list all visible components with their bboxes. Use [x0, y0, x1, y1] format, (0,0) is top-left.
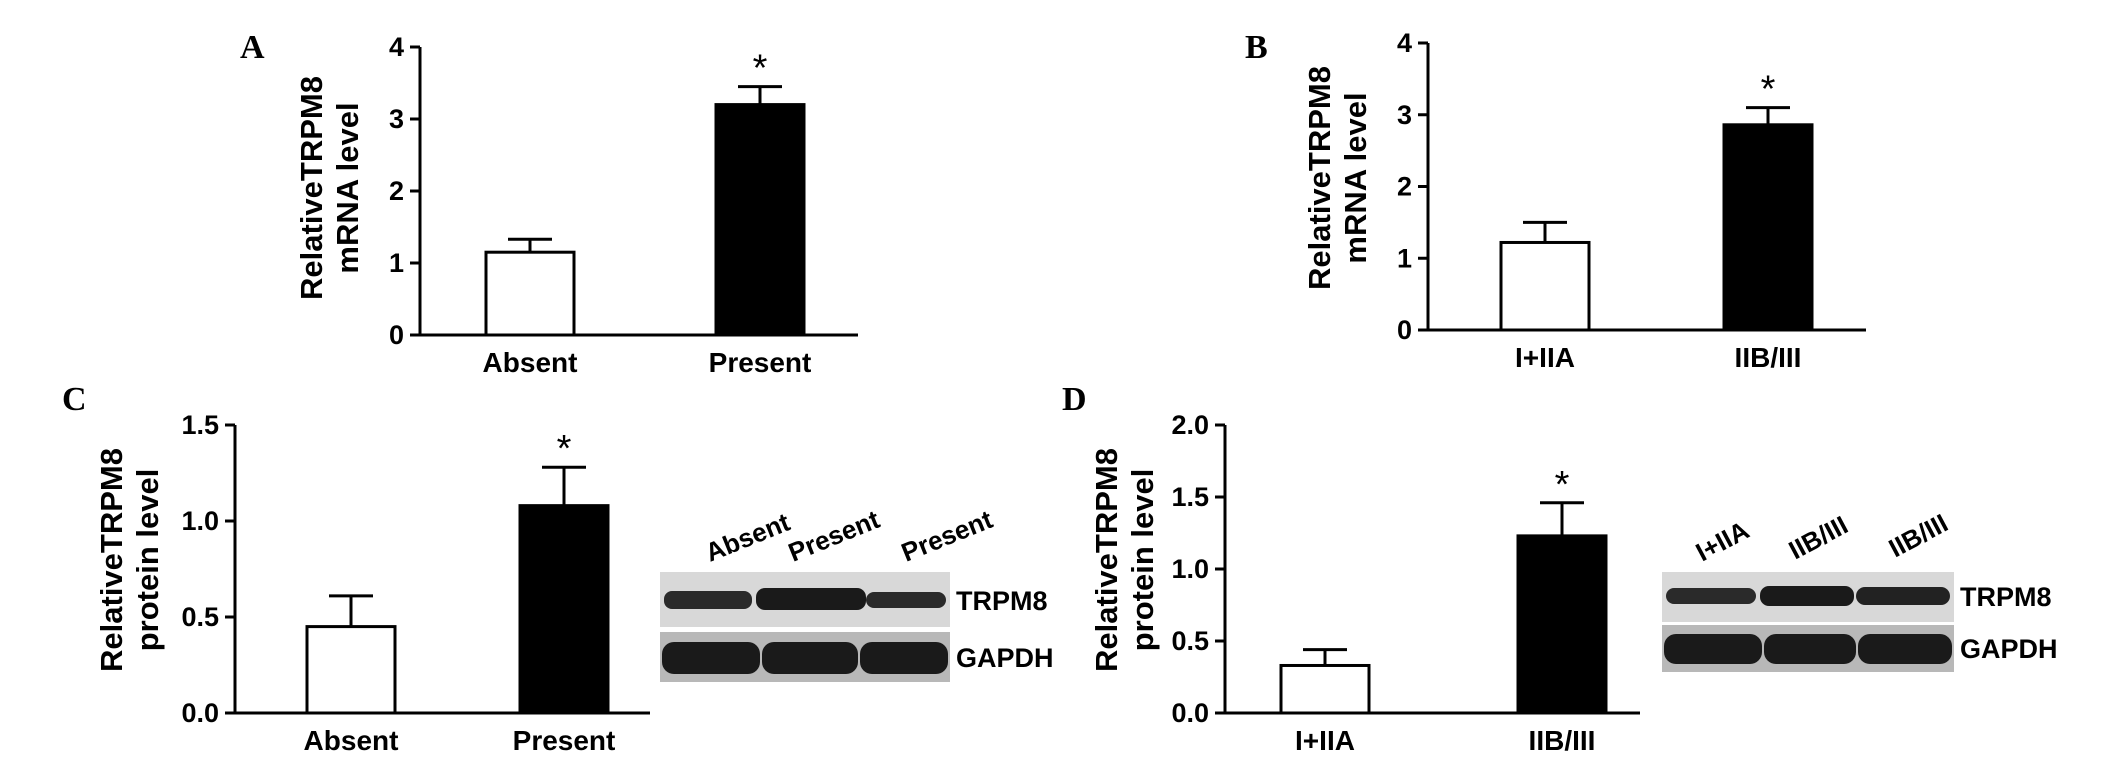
western-blot-d: I+IIA IIB/III IIB/III TRPM8 GAPDH [1662, 508, 2058, 672]
blot-band [1856, 587, 1950, 605]
chart-c: 0.0 0.5 1.0 1.5 Absent Present * [181, 410, 650, 756]
blot-band-label-trpm8: TRPM8 [956, 586, 1048, 616]
y-tick-label: 1 [389, 248, 404, 278]
blot-band [756, 588, 866, 610]
significance-marker: * [753, 48, 768, 90]
blot-band-label-gapdh: GAPDH [1960, 634, 2058, 664]
chart-d: 0.0 0.5 1.0 1.5 2.0 I+IIA IIB/III * [1171, 410, 1640, 756]
blot-lane-label: Absent [701, 507, 794, 568]
x-tick-label: I+IIA [1515, 342, 1575, 373]
y-axis-label-a-line1: RelativeTRPM8 [294, 76, 329, 300]
y-tick-label: 2 [1397, 172, 1412, 202]
y-tick-label: 0.5 [1171, 626, 1209, 656]
blot-band [866, 592, 946, 608]
blot-band [1666, 588, 1756, 604]
y-tick-label: 2 [389, 176, 404, 206]
y-tick-label: 3 [389, 104, 404, 134]
y-axis-label-b-line1: RelativeTRPM8 [1302, 66, 1337, 290]
blot-band [1764, 634, 1856, 664]
significance-marker: * [1761, 69, 1776, 111]
y-axis-label-c-line2: protein level [130, 469, 165, 652]
blot-lane-label: IIB/III [1784, 510, 1853, 566]
blot-lane-label: I+IIA [1691, 515, 1754, 568]
chart-a: 0 1 2 3 4 Absent Present * [389, 32, 858, 378]
x-tick-label: IIB/III [1529, 725, 1596, 756]
y-tick-label: 1.5 [181, 410, 219, 440]
y-tick-label: 3 [1397, 100, 1412, 130]
blot-band [664, 591, 752, 609]
significance-marker: * [1555, 464, 1570, 506]
blot-lane-label: Present [784, 504, 884, 568]
blot-band-label-trpm8: TRPM8 [1960, 582, 2052, 612]
x-tick-label: I+IIA [1295, 725, 1355, 756]
panel-letter-d: D [1062, 381, 1087, 418]
y-axis-label-c-line1: RelativeTRPM8 [94, 448, 129, 672]
x-tick-label: Present [709, 347, 812, 378]
y-tick-label: 4 [389, 32, 404, 62]
y-axis-label-a-line2: mRNA level [330, 102, 365, 273]
y-axis-label-b-line2: mRNA level [1338, 92, 1373, 263]
y-axis-label-d-line1: RelativeTRPM8 [1089, 448, 1124, 672]
blot-band [1664, 634, 1762, 664]
bar [518, 504, 610, 715]
y-tick-label: 0 [1397, 315, 1412, 345]
y-tick-label: 1.0 [1171, 554, 1209, 584]
panel-letter-a: A [240, 29, 265, 66]
blot-band [762, 642, 858, 674]
x-tick-label: Present [513, 725, 616, 756]
y-axis-label-d-line2: protein level [1125, 469, 1160, 652]
y-tick-label: 2.0 [1171, 410, 1209, 440]
bar [1516, 534, 1608, 715]
blot-band [1858, 634, 1952, 664]
western-blot-c: Absent Present Present TRPM8 GAPDH [660, 504, 1054, 682]
y-tick-label: 0.0 [181, 698, 219, 728]
y-tick-label: 1.5 [1171, 482, 1209, 512]
x-tick-label: Absent [304, 725, 399, 756]
bar [1722, 123, 1814, 332]
blot-band [1760, 586, 1854, 606]
bar [305, 625, 397, 715]
chart-b: 0 1 2 3 4 I+IIA IIB/III * [1397, 28, 1866, 373]
blot-band [860, 642, 948, 674]
bar [714, 103, 806, 337]
blot-lane-label: Present [897, 504, 997, 568]
y-tick-label: 4 [1397, 28, 1412, 58]
y-tick-label: 0.5 [181, 602, 219, 632]
y-tick-label: 0 [389, 320, 404, 350]
blot-lane-label: IIB/III [1884, 508, 1953, 564]
blot-band [662, 642, 760, 674]
bar [1279, 663, 1371, 715]
bar [1499, 240, 1591, 332]
y-tick-label: 1.0 [181, 506, 219, 536]
x-tick-label: IIB/III [1735, 342, 1802, 373]
y-tick-label: 1 [1397, 243, 1412, 273]
x-tick-label: Absent [483, 347, 578, 378]
bar [484, 250, 576, 337]
panel-letter-b: B [1245, 29, 1268, 66]
panel-letter-c: C [62, 381, 87, 418]
significance-marker: * [557, 428, 572, 470]
y-tick-label: 0.0 [1171, 698, 1209, 728]
blot-band-label-gapdh: GAPDH [956, 643, 1054, 673]
